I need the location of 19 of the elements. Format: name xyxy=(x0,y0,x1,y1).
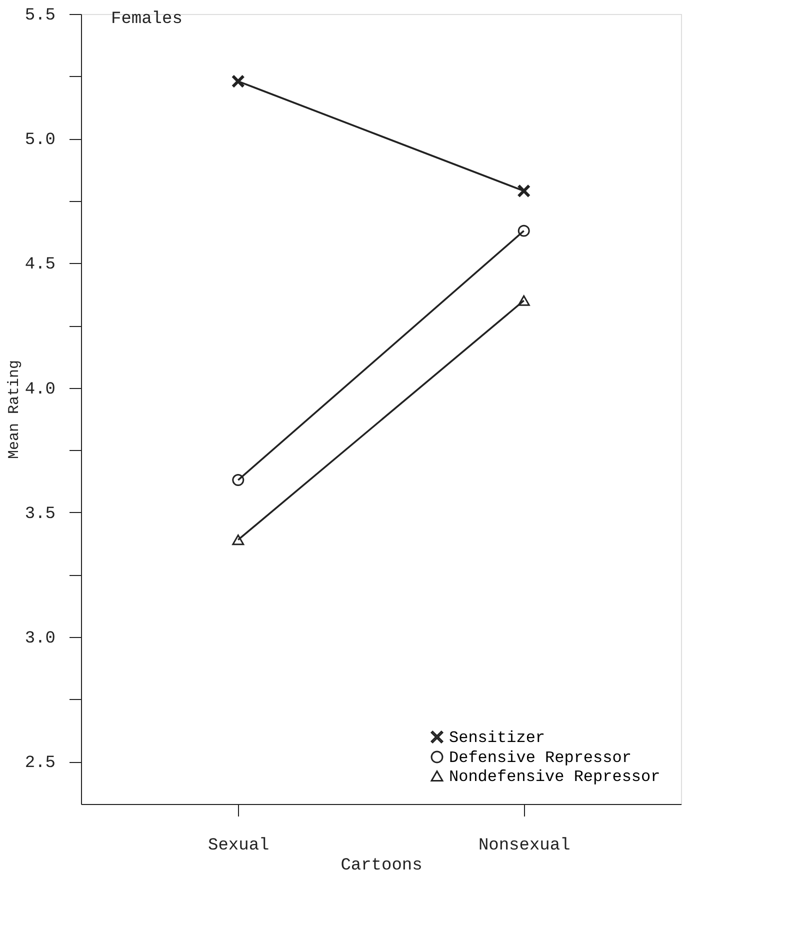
y-axis-title: Mean Rating xyxy=(6,360,23,460)
y-tick-label: 3.0 xyxy=(24,630,56,649)
x-tick-label: Sexual xyxy=(208,836,270,856)
y-tick-label: 4.5 xyxy=(24,256,56,275)
x-tick-label: Nonsexual xyxy=(478,836,570,856)
y-tick-label: 4.0 xyxy=(24,380,56,400)
y-tick-label: 3.5 xyxy=(24,504,56,524)
legend-label: Sensitizer xyxy=(449,729,546,747)
y-tick-label: 5.5 xyxy=(24,6,56,26)
chart-title: Females xyxy=(111,10,182,29)
y-tick-label: 5.0 xyxy=(24,131,56,150)
legend-label: Defensive Repressor xyxy=(449,749,632,767)
point xyxy=(518,224,530,237)
point xyxy=(518,184,530,197)
legend-label: Nondefensive Repressor xyxy=(449,768,660,786)
point xyxy=(232,75,244,88)
y-tick-label: 2.5 xyxy=(24,754,56,774)
x-axis-title: Cartoons xyxy=(340,856,422,876)
point xyxy=(232,474,244,486)
